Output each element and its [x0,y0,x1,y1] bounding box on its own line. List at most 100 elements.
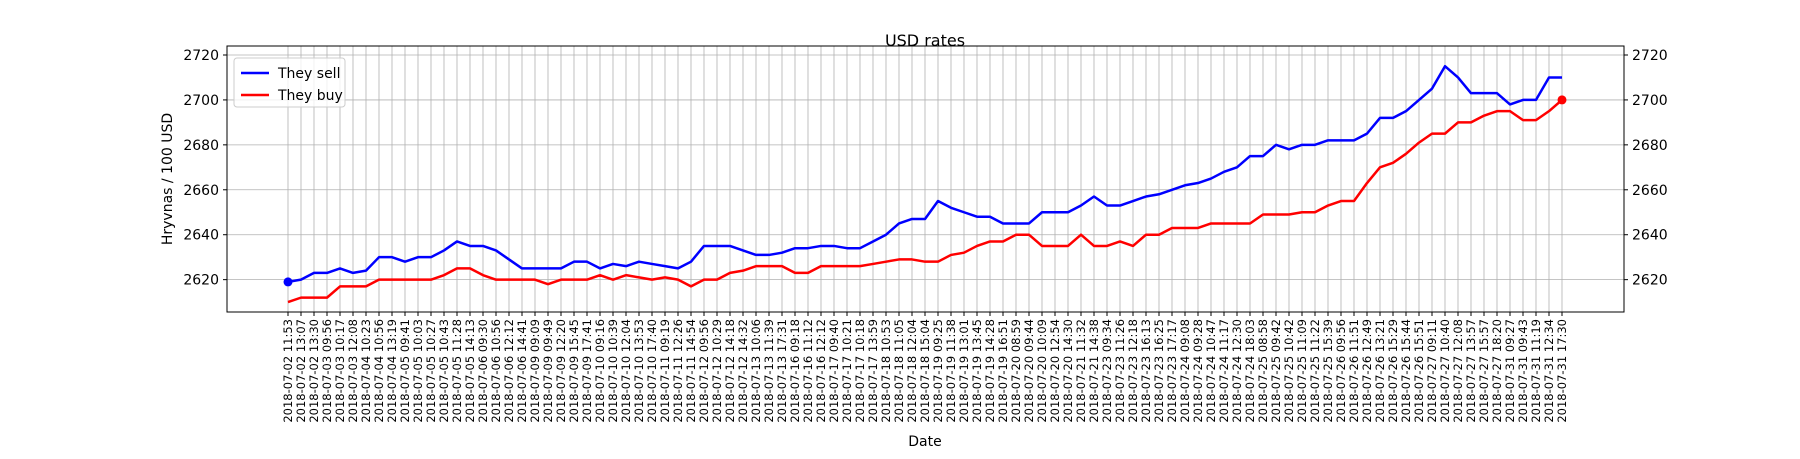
x-tick-label: 2018-07-19 14:28 [983,319,997,423]
x-tick-label: 2018-07-09 17:41 [580,319,594,423]
x-tick-label: 2018-07-19 13:01 [957,319,971,423]
x-tick-label: 2018-07-24 12:30 [1230,319,1244,423]
x-tick-label: 2018-07-31 09:27 [1503,319,1517,423]
x-tick-label: 2018-07-25 09:42 [1269,319,1283,423]
extreme-point [1557,95,1567,105]
x-tick-label: 2018-07-27 12:08 [1451,319,1465,423]
x-tick-label: 2018-07-03 09:56 [320,319,334,423]
x-tick-label: 2018-07-25 11:09 [1295,319,1309,423]
x-tick-label: 2018-07-02 11:53 [281,319,295,423]
x-tick-label: 2018-07-06 12:12 [502,319,516,423]
y2-tick-label: 2620 [1632,273,1668,289]
x-tick-label: 2018-07-20 09:44 [1022,319,1036,423]
x-tick-label: 2018-07-10 13:53 [632,319,646,423]
series-line [287,98,1563,304]
x-tick-label: 2018-07-25 10:42 [1282,319,1296,423]
x-tick-label: 2018-07-25 08:58 [1256,319,1270,423]
x-tick-label: 2018-07-23 09:34 [1100,319,1114,423]
x-tick-label: 2018-07-23 16:25 [1152,319,1166,423]
x-tick-label: 2018-07-13 11:39 [762,319,776,423]
x-tick-label: 2018-07-11 09:19 [658,319,672,423]
x-tick-label: 2018-07-12 14:32 [736,319,750,423]
x-tick-label: 2018-07-02 13:07 [294,319,308,423]
x-tick-label: 2018-07-26 12:49 [1360,319,1374,423]
x-tick-label: 2018-07-04 10:56 [372,319,386,423]
x-tick-label: 2018-07-06 14:41 [515,319,529,423]
x-tick-label: 2018-07-24 09:08 [1178,319,1192,423]
y-tick-label: 2640 [183,228,219,244]
x-tick-label: 2018-07-26 13:21 [1373,319,1387,423]
y-tick-label: 2720 [183,48,219,64]
x-tick-label: 2018-07-27 10:40 [1438,319,1452,423]
x-tick-label: 2018-07-24 18:03 [1243,319,1257,423]
y-tick-label: 2660 [183,183,219,199]
x-tick-label: 2018-07-23 16:13 [1139,319,1153,423]
legend-label: They sell [277,66,340,82]
y-tick-label: 2680 [183,138,219,154]
x-tick-label: 2018-07-16 09:18 [788,319,802,423]
x-tick-label: 2018-07-20 12:54 [1048,319,1062,423]
x-tick-label: 2018-07-10 12:04 [619,319,633,423]
x-tick-label: 2018-07-12 09:56 [697,319,711,423]
x-tick-label: 2018-07-03 10:17 [333,319,347,423]
x-tick-label: 2018-07-27 09:11 [1425,319,1439,423]
y2-tick-label: 2680 [1632,138,1668,154]
x-tick-label: 2018-07-27 15:57 [1477,319,1491,423]
x-tick-label: 2018-07-18 11:05 [892,319,906,423]
x-tick-label: 2018-07-04 10:23 [359,319,373,423]
x-tick-label: 2018-07-10 17:40 [645,319,659,423]
legend-label: They buy [277,88,343,104]
x-tick-label: 2018-07-26 15:51 [1412,319,1426,423]
x-tick-label: 2018-07-10 10:39 [606,319,620,423]
x-tick-label: 2018-07-21 14:38 [1087,319,1101,423]
y2-tick-label: 2700 [1632,93,1668,109]
y2-tick-label: 2640 [1632,228,1668,244]
x-tick-label: 2018-07-18 10:53 [879,319,893,423]
x-tick-label: 2018-07-04 13:19 [385,319,399,423]
x-tick-label: 2018-07-11 12:26 [671,319,685,423]
x-tick-label: 2018-07-19 09:25 [931,319,945,423]
x-tick-label: 2018-07-06 09:30 [476,319,490,423]
x-tick-label: 2018-07-09 15:45 [567,319,581,423]
x-tick-label: 2018-07-17 09:40 [827,319,841,423]
x-tick-label: 2018-07-31 17:30 [1555,319,1569,423]
x-tick-label: 2018-07-11 14:54 [684,319,698,423]
x-tick-label: 2018-07-02 13:30 [307,319,321,423]
extreme-point [283,277,293,287]
x-tick-label: 2018-07-05 14:13 [463,319,477,423]
x-tick-label: 2018-07-26 09:56 [1334,319,1348,423]
plot-frame [226,45,1625,313]
x-tick-label: 2018-07-05 10:03 [411,319,425,423]
x-tick-label: 2018-07-24 11:17 [1217,319,1231,423]
x-tick-label: 2018-07-05 10:43 [437,319,451,423]
x-tick-label: 2018-07-20 10:09 [1035,319,1049,423]
x-tick-label: 2018-07-20 08:59 [1009,319,1023,423]
x-tick-label: 2018-07-25 15:39 [1321,319,1335,423]
x-tick-label: 2018-07-19 16:51 [996,319,1010,423]
x-tick-label: 2018-07-03 12:08 [346,319,360,423]
x-tick-label: 2018-07-05 10:27 [424,319,438,423]
chart-title: USD rates [885,31,965,50]
x-tick-label: 2018-07-17 13:59 [866,319,880,423]
x-tick-label: 2018-07-25 11:22 [1308,319,1322,423]
y2-tick-label: 2660 [1632,183,1668,199]
x-tick-label: 2018-07-17 10:18 [853,319,867,423]
x-tick-label: 2018-07-17 10:21 [840,319,854,423]
x-tick-label: 2018-07-19 11:38 [944,319,958,423]
x-tick-label: 2018-07-27 13:57 [1464,319,1478,423]
y-tick-label: 2700 [183,93,219,109]
x-tick-label: 2018-07-24 09:28 [1191,319,1205,423]
x-tick-label: 2018-07-31 09:43 [1516,319,1530,423]
x-tick-label: 2018-07-06 10:56 [489,319,503,423]
x-tick-label: 2018-07-05 11:28 [450,319,464,423]
x-axis-label: Date [908,434,941,450]
y2-tick-label: 2720 [1632,48,1668,64]
x-tick-label: 2018-07-26 15:44 [1399,319,1413,423]
x-tick-label: 2018-07-12 14:18 [723,319,737,423]
x-tick-label: 2018-07-13 17:31 [775,319,789,423]
x-tick-label: 2018-07-16 11:12 [801,319,815,423]
x-tick-label: 2018-07-16 12:12 [814,319,828,423]
x-tick-label: 2018-07-18 15:04 [918,319,932,423]
x-tick-label: 2018-07-23 17:17 [1165,319,1179,423]
